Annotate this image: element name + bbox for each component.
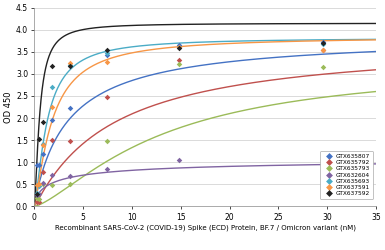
Point [176,46,182,50]
Point [67,182,74,186]
Point [104,140,110,143]
Point [33,200,40,204]
Point [49,85,55,89]
X-axis label: Recombinant SARS-CoV-2 (COVID-19) Spike (ECD) Protein, BF.7 / Omicron variant (n: Recombinant SARS-CoV-2 (COVID-19) Spike … [55,224,356,231]
Point [104,60,110,64]
Point [67,106,74,110]
Point [40,152,47,156]
Point [36,200,42,204]
Point [320,40,326,44]
Point [176,62,182,66]
Point [33,193,40,197]
Point [320,42,326,46]
Point [104,95,110,99]
Point [104,53,110,57]
Y-axis label: OD 450: OD 450 [4,91,13,123]
Point [40,182,47,186]
Point [320,65,326,69]
Point [104,48,110,52]
Point [33,191,40,195]
Point [49,138,55,142]
Point [176,43,182,47]
Point [104,167,110,171]
Point [49,105,55,109]
Point [36,197,42,201]
Point [67,139,74,143]
Point [33,183,40,187]
Point [320,48,326,52]
Point [104,51,110,55]
Point [36,192,42,196]
Point [176,44,182,48]
Point [33,192,40,196]
Point [49,183,55,187]
Point [49,174,55,178]
Point [40,181,47,185]
Point [67,64,74,68]
Point [67,61,74,65]
Point [320,41,326,45]
Point [176,46,182,50]
Point [176,158,182,162]
Point [33,163,40,167]
Point [36,182,42,186]
Point [176,58,182,62]
Point [33,196,40,200]
Point [36,184,42,188]
Point [36,137,42,141]
Point [40,120,47,124]
Legend: GTX635807, GTX635792, GTX635793, GTX632604, GTX635693, GTX637591, GTX637592: GTX635807, GTX635792, GTX635793, GTX6326… [320,151,373,200]
Point [320,158,326,162]
Point [320,48,326,52]
Point [67,63,74,67]
Point [67,174,74,178]
Point [49,118,55,122]
Point [40,170,47,174]
Point [40,142,47,146]
Point [40,144,47,148]
Point [36,163,42,167]
Point [49,64,55,68]
